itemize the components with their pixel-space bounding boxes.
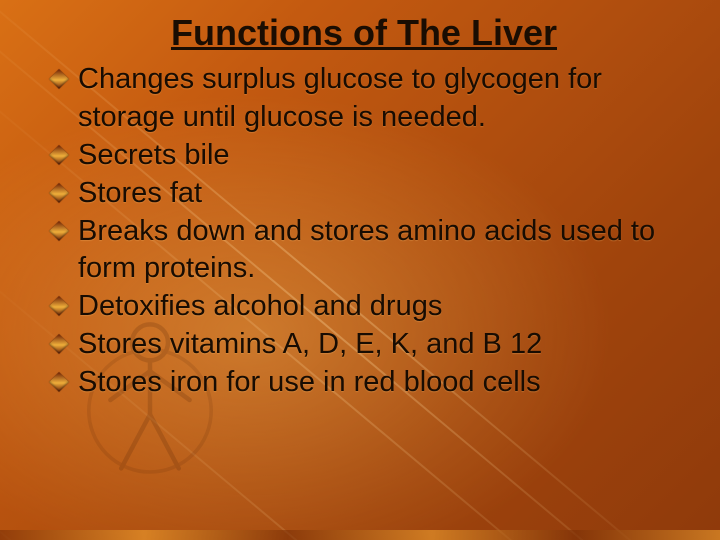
list-item: Stores fat	[48, 175, 680, 212]
bullet-list: Changes surplus glucose to glycogen for …	[48, 61, 680, 401]
list-item: Secrets bile	[48, 137, 680, 174]
list-item: Changes surplus glucose to glycogen for …	[48, 61, 680, 135]
slide-content: Functions of The Liver Changes surplus g…	[0, 0, 720, 422]
bottom-border-band	[0, 530, 720, 540]
list-item: Stores iron for use in red blood cells	[48, 364, 680, 401]
list-item: Stores vitamins A, D, E, K, and B 12	[48, 326, 680, 363]
slide-title: Functions of The Liver	[48, 12, 680, 53]
list-item: Detoxifies alcohol and drugs	[48, 288, 680, 325]
list-item: Breaks down and stores amino acids used …	[48, 213, 680, 287]
